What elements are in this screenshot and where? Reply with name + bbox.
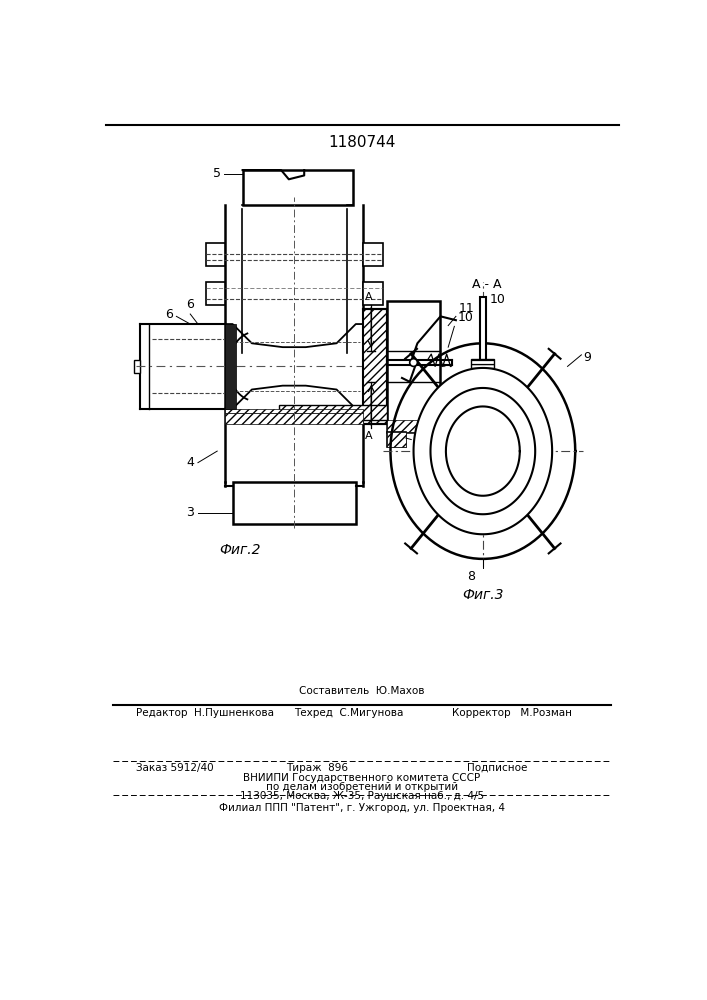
Text: Фиг.2: Фиг.2 (220, 544, 261, 558)
Bar (472, 359, 494, 368)
Text: по делам изобретений и открытий: по делам изобретений и открытий (266, 782, 458, 792)
Text: Тираж  896: Тираж 896 (286, 763, 349, 773)
Bar (225, 409, 363, 413)
Text: Редактор  Н.Пушненкова: Редактор Н.Пушненкова (136, 708, 274, 718)
Bar (480, 297, 486, 368)
Bar (387, 420, 440, 432)
Bar (134, 360, 140, 373)
Text: 4: 4 (186, 456, 194, 469)
Bar (363, 309, 387, 424)
Text: Подписное: Подписное (467, 763, 528, 773)
Text: Филиал ППП "Патент", г. Ужгород, ул. Проектная, 4: Филиал ППП "Патент", г. Ужгород, ул. Про… (219, 803, 505, 813)
Bar (206, 243, 225, 266)
Text: А: А (365, 431, 373, 441)
Bar (243, 170, 354, 205)
Text: 113035, Москва, Ж-35, Раушская наб., д. 4/5: 113035, Москва, Ж-35, Раушская наб., д. … (240, 791, 484, 801)
Text: 6: 6 (187, 298, 194, 311)
Text: 11: 11 (458, 302, 474, 315)
Bar (363, 282, 382, 305)
Bar (363, 243, 382, 266)
Bar (387, 432, 406, 447)
Text: Фиг.3: Фиг.3 (462, 588, 503, 602)
Text: 9: 9 (583, 351, 591, 364)
Text: 10: 10 (490, 293, 506, 306)
Text: Заказ 5912/40: Заказ 5912/40 (136, 763, 214, 773)
Text: 10: 10 (457, 311, 473, 324)
Text: 7: 7 (414, 435, 421, 448)
Text: 3: 3 (186, 506, 194, 519)
Polygon shape (414, 368, 552, 534)
Bar (233, 482, 356, 524)
Text: 6: 6 (165, 308, 173, 321)
Text: 1180744: 1180744 (328, 135, 396, 150)
Text: Корректор   М.Розман: Корректор М.Розман (452, 708, 572, 718)
Circle shape (409, 359, 417, 366)
Bar (387, 301, 440, 432)
Text: ВНИИПИ Государственного комитета СССР: ВНИИПИ Государственного комитета СССР (243, 773, 481, 783)
Polygon shape (431, 388, 535, 514)
Bar (225, 324, 236, 409)
Bar (387, 432, 406, 447)
Bar (279, 405, 387, 420)
Text: 8: 8 (467, 570, 475, 583)
Text: 5: 5 (213, 167, 221, 180)
Text: А - А: А - А (472, 278, 501, 291)
Text: А: А (365, 292, 373, 302)
Bar (206, 282, 225, 305)
Text: Составитель  Ю.Махов: Составитель Ю.Махов (299, 686, 425, 696)
Text: Техред  С.Мигунова: Техред С.Мигунова (294, 708, 404, 718)
Bar (225, 413, 363, 424)
